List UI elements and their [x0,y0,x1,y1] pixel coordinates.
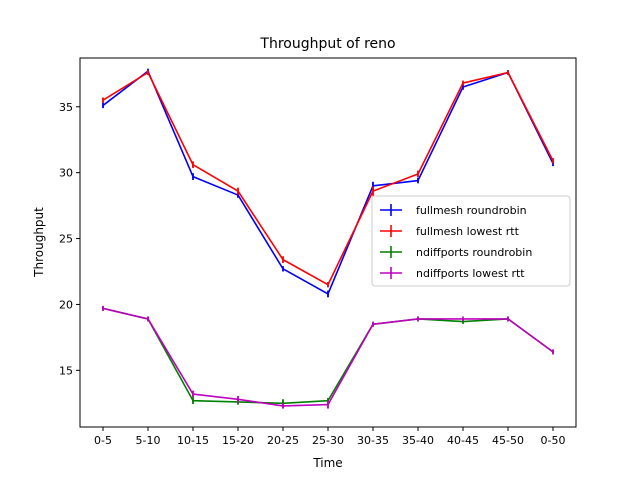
legend-item: fullmesh roundrobin [380,204,527,217]
x-axis-label: Time [312,456,342,470]
y-axis-label: Throughput [32,207,46,278]
legend-label: fullmesh roundrobin [416,204,527,217]
x-tick-label: 35-40 [402,434,434,447]
series-layer [102,68,554,409]
legend-box [371,195,571,287]
x-tick-label: 0-5 [94,434,112,447]
legend-item: fullmesh lowest rtt [380,225,520,238]
x-tick-label: 25-30 [312,434,344,447]
x-tick-label: 45-50 [492,434,524,447]
legend: fullmesh roundrobin fullmesh lowest rtt nd… [371,195,571,287]
chart-title: Throughput of reno [259,36,395,52]
x-tick-label: 10-15 [177,434,209,447]
x-tick-label: 30-35 [357,434,389,447]
x-tick-label: 40-45 [447,434,479,447]
legend-item: ndiffports lowest rtt [380,267,525,280]
y-tick-label: 20 [59,298,73,311]
x-tick-label: 20-25 [267,434,299,447]
series-group [102,69,554,288]
y-tick-label: 25 [59,233,73,246]
legend-item: ndiffports roundrobin [380,246,532,259]
axes-layer: 0-5 5-10 10-15 15-20 20-25 25-30 30-35 35-40 40-… [59,57,577,447]
y-tick-label: 30 [59,167,73,180]
legend-label: ndiffports lowest rtt [416,267,525,280]
y-tick-label: 15 [59,364,73,377]
y-tick-label: 35 [59,101,73,114]
x-tick-label: 5-10 [136,434,161,447]
series-group [102,305,554,409]
x-tick-label: 0-50 [541,434,566,447]
x-tick-label: 15-20 [222,434,254,447]
legend-label: fullmesh lowest rtt [416,225,520,238]
legend-label: ndiffports roundrobin [416,246,532,259]
